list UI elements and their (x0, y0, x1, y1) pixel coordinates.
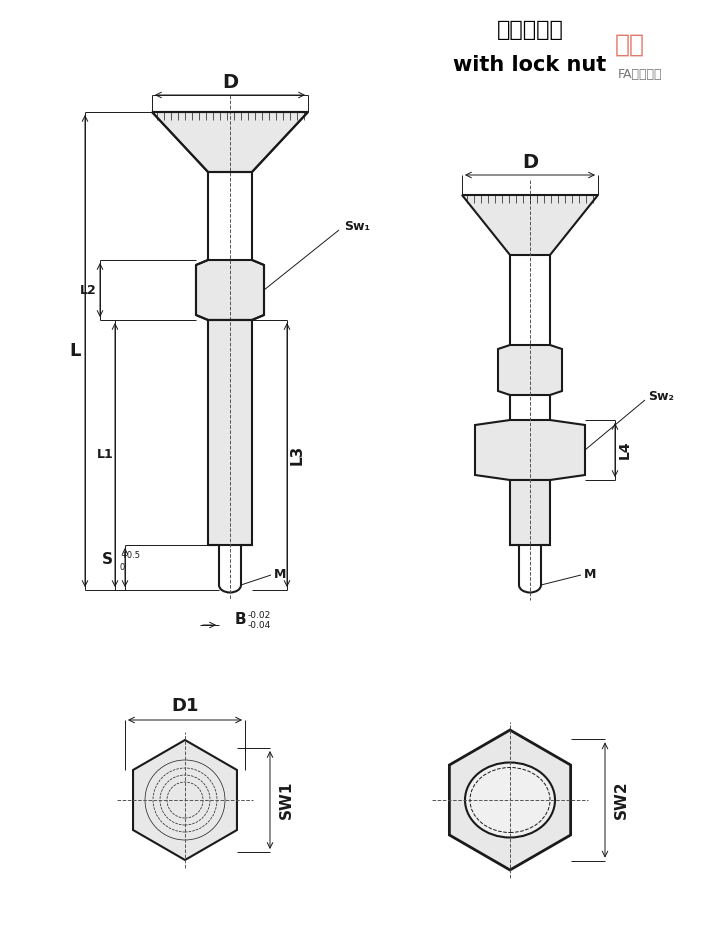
Text: Sw₂: Sw₂ (648, 390, 674, 403)
Text: D1: D1 (171, 697, 199, 715)
Polygon shape (133, 740, 237, 860)
Polygon shape (462, 195, 598, 255)
Text: SW2: SW2 (613, 781, 628, 819)
Text: with lock nut: with lock nut (454, 55, 606, 75)
Text: -0.02: -0.02 (248, 611, 271, 619)
Polygon shape (196, 260, 264, 320)
Text: FA配件工厂: FA配件工厂 (618, 68, 662, 81)
Text: L3: L3 (290, 445, 305, 465)
Bar (208, 320, 252, 545)
Text: B: B (235, 613, 246, 628)
Ellipse shape (465, 762, 555, 838)
Text: L: L (70, 342, 81, 360)
Text: 带锁紧螺帽: 带锁紧螺帽 (496, 20, 564, 40)
Text: SW1: SW1 (278, 781, 293, 819)
Polygon shape (152, 112, 308, 172)
Text: D: D (222, 74, 238, 92)
Text: D: D (522, 153, 538, 173)
Text: M: M (274, 569, 286, 582)
Text: 0: 0 (120, 562, 125, 572)
Polygon shape (498, 345, 562, 395)
Text: +0.5: +0.5 (120, 550, 140, 559)
Text: Sw₁: Sw₁ (344, 220, 370, 234)
Text: L4: L4 (618, 441, 632, 460)
Text: 正辰: 正辰 (615, 33, 645, 57)
Text: L2: L2 (80, 284, 97, 296)
Polygon shape (449, 730, 571, 870)
Text: L1: L1 (97, 448, 114, 461)
Text: -0.04: -0.04 (248, 620, 271, 630)
Bar (510, 480, 550, 545)
Polygon shape (475, 420, 585, 480)
Text: M: M (584, 569, 596, 582)
Text: S: S (102, 551, 112, 567)
